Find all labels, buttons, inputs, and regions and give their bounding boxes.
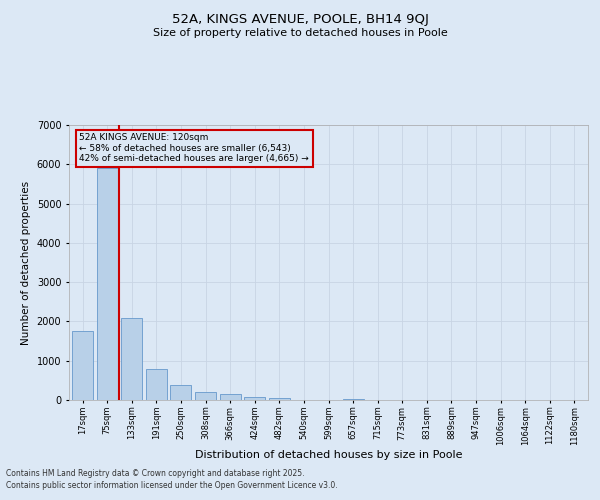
Bar — [146, 368, 167, 400]
Text: 52A, KINGS AVENUE, POOLE, BH14 9QJ: 52A, KINGS AVENUE, POOLE, BH14 9QJ — [172, 12, 428, 26]
Bar — [269, 398, 290, 400]
Text: Contains public sector information licensed under the Open Government Licence v3: Contains public sector information licen… — [6, 481, 338, 490]
Bar — [244, 397, 265, 400]
Text: 52A KINGS AVENUE: 120sqm
← 58% of detached houses are smaller (6,543)
42% of sem: 52A KINGS AVENUE: 120sqm ← 58% of detach… — [79, 133, 309, 163]
Bar — [343, 399, 364, 400]
Text: Size of property relative to detached houses in Poole: Size of property relative to detached ho… — [152, 28, 448, 38]
Y-axis label: Number of detached properties: Number of detached properties — [21, 180, 31, 344]
Text: Contains HM Land Registry data © Crown copyright and database right 2025.: Contains HM Land Registry data © Crown c… — [6, 468, 305, 477]
Bar — [195, 392, 216, 400]
Bar — [121, 318, 142, 400]
Bar — [97, 168, 118, 400]
Bar — [72, 331, 93, 400]
X-axis label: Distribution of detached houses by size in Poole: Distribution of detached houses by size … — [195, 450, 462, 460]
Bar — [170, 385, 191, 400]
Bar — [220, 394, 241, 400]
